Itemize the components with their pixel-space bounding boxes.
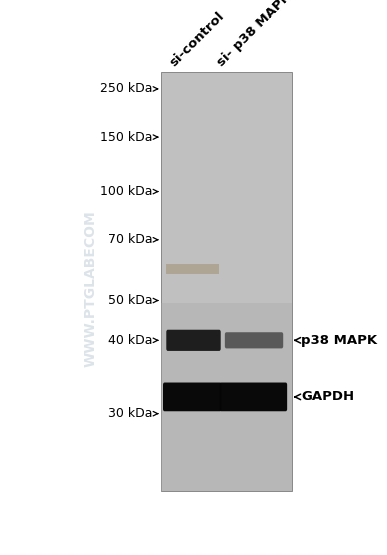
Text: 70 kDa: 70 kDa	[108, 233, 153, 246]
FancyBboxPatch shape	[225, 332, 283, 349]
Text: p38 MAPK: p38 MAPK	[301, 334, 377, 347]
Text: 250 kDa: 250 kDa	[100, 82, 153, 95]
Text: 150 kDa: 150 kDa	[100, 130, 153, 144]
Text: WWW.PTGLABECOM: WWW.PTGLABECOM	[84, 210, 98, 367]
Bar	[161, 72, 292, 491]
Text: 50 kDa: 50 kDa	[108, 294, 153, 307]
FancyBboxPatch shape	[166, 330, 221, 351]
Text: si-control: si-control	[167, 10, 226, 69]
Text: GAPDH: GAPDH	[301, 390, 354, 403]
Text: 30 kDa: 30 kDa	[108, 407, 153, 420]
Text: 100 kDa: 100 kDa	[100, 185, 153, 198]
Text: 40 kDa: 40 kDa	[108, 334, 153, 347]
FancyBboxPatch shape	[219, 382, 287, 411]
Bar	[161, 302, 292, 491]
FancyBboxPatch shape	[163, 382, 221, 411]
Text: si- p38 MAPK: si- p38 MAPK	[215, 0, 295, 69]
Bar	[166, 265, 219, 274]
